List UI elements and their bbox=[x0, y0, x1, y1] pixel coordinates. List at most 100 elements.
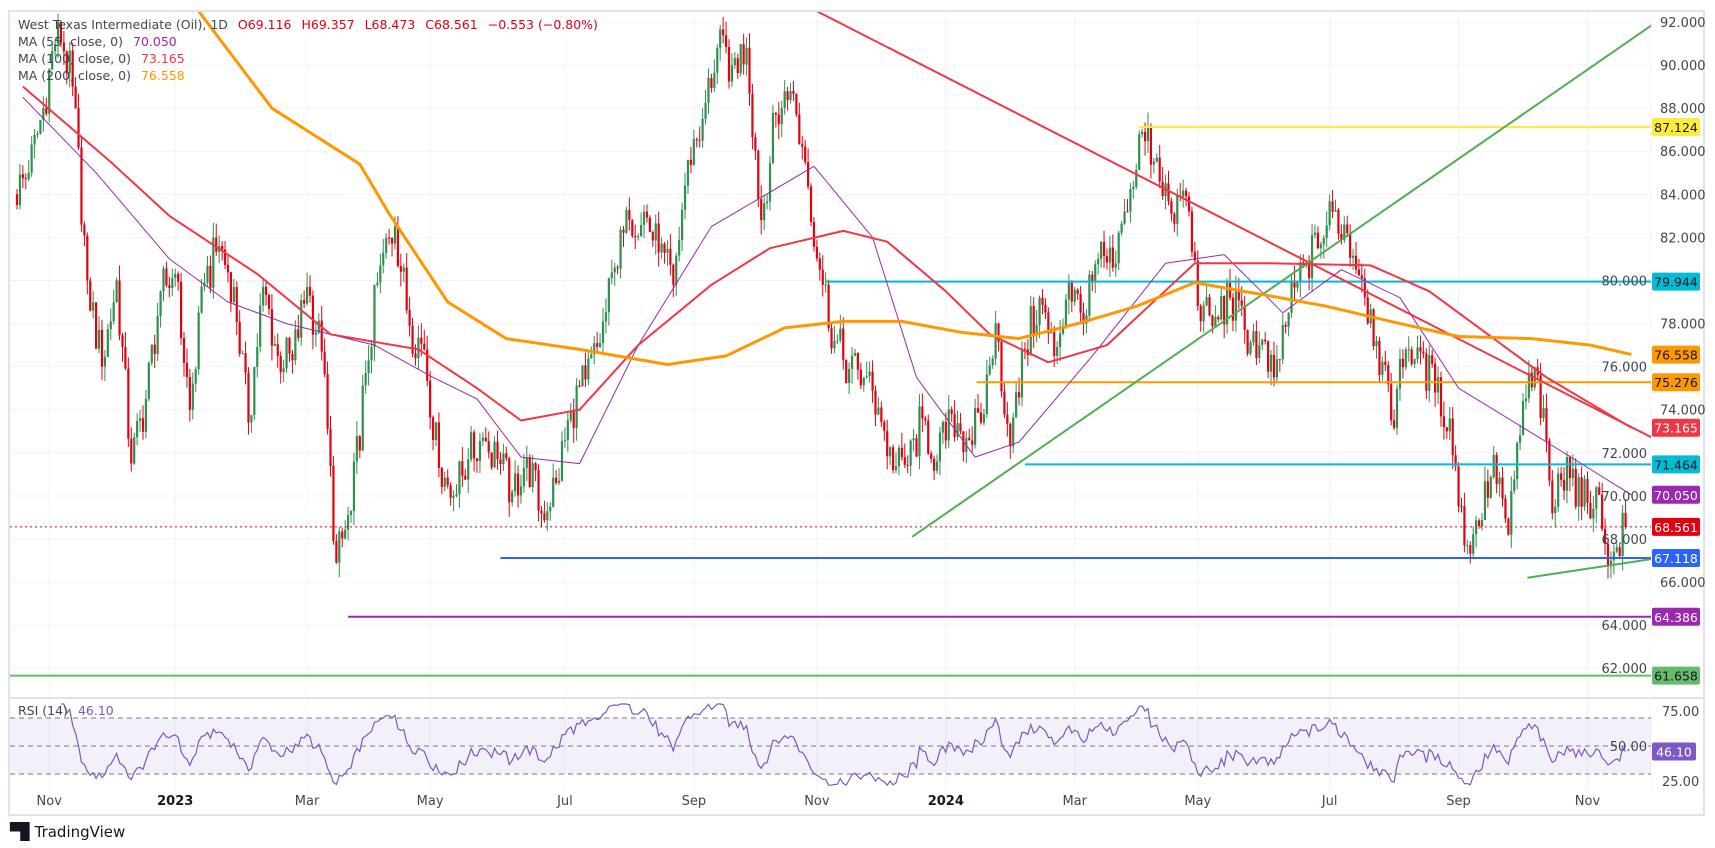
candle-down bbox=[1439, 377, 1443, 417]
candle-up bbox=[1269, 354, 1273, 372]
candle-up bbox=[115, 280, 118, 303]
candle-down bbox=[742, 44, 745, 65]
legend-ma200[interactable]: MA (200, close, 0) 76.558 bbox=[18, 68, 185, 83]
candle-up bbox=[250, 415, 253, 423]
candle-up bbox=[1056, 346, 1059, 356]
candle-up bbox=[344, 529, 347, 539]
candle-up bbox=[938, 432, 942, 462]
candle-up bbox=[1261, 339, 1264, 346]
candle-down bbox=[496, 441, 499, 460]
candle-down bbox=[15, 194, 19, 206]
date-axis-label: May bbox=[417, 794, 444, 809]
candle-up bbox=[546, 511, 549, 521]
candle-up bbox=[27, 172, 30, 180]
ma200-label: MA (200, close, 0) bbox=[18, 68, 131, 83]
candle-down bbox=[1606, 543, 1610, 567]
candle-up bbox=[511, 491, 514, 503]
candle-down bbox=[1603, 528, 1607, 544]
candle-up bbox=[563, 439, 567, 441]
candle-down bbox=[59, 22, 63, 43]
candle-down bbox=[405, 267, 408, 311]
candle-down bbox=[1053, 332, 1056, 356]
candle-up bbox=[713, 72, 716, 89]
candle-up bbox=[1583, 479, 1586, 507]
candle-down bbox=[786, 91, 789, 100]
candle-down bbox=[411, 325, 414, 354]
candle-down bbox=[997, 323, 1000, 342]
symbol-title: West Texas Intermediate (Oil), 1D bbox=[18, 17, 228, 32]
candle-up bbox=[1325, 225, 1328, 239]
price-badge-label: 64.386 bbox=[1654, 610, 1698, 625]
rsi-line bbox=[61, 703, 1627, 787]
candle-down bbox=[1032, 306, 1035, 334]
candle-down bbox=[177, 274, 180, 282]
candle-down bbox=[1003, 391, 1006, 415]
ohlc-close: C68.561 bbox=[425, 17, 478, 32]
candle-down bbox=[1246, 330, 1249, 354]
candle-down bbox=[89, 280, 92, 311]
candle-up bbox=[1050, 332, 1053, 334]
price-badge-73.165 bbox=[1652, 418, 1700, 437]
candle-down bbox=[1316, 232, 1320, 249]
candle-down bbox=[754, 137, 757, 151]
price-badge-87.124 bbox=[1652, 118, 1700, 137]
candle-up bbox=[367, 360, 370, 374]
price-badge-label: 76.558 bbox=[1654, 348, 1698, 363]
candle-down bbox=[971, 440, 974, 445]
candle-up bbox=[889, 447, 892, 457]
candle-up bbox=[1592, 508, 1595, 519]
ohlc-low: L68.473 bbox=[364, 17, 416, 32]
candle-up bbox=[1404, 349, 1407, 368]
candle-down bbox=[1308, 263, 1311, 279]
price-badge-label: 79.944 bbox=[1654, 275, 1698, 290]
candle-up bbox=[402, 267, 405, 272]
candle-down bbox=[508, 458, 511, 503]
candle-up bbox=[30, 144, 33, 173]
candle-down bbox=[127, 368, 130, 439]
candle-down bbox=[429, 380, 432, 418]
candle-down bbox=[528, 457, 531, 488]
candle-down bbox=[1091, 274, 1094, 281]
candle-up bbox=[848, 368, 851, 384]
candle-down bbox=[1589, 502, 1592, 519]
candle-up bbox=[1351, 255, 1355, 258]
candle-down bbox=[628, 210, 631, 221]
candle-down bbox=[672, 264, 675, 285]
candle-down bbox=[399, 265, 402, 272]
legend-ma55[interactable]: MA (55, close, 0) 70.050 bbox=[18, 34, 177, 49]
candle-up bbox=[97, 329, 101, 349]
candle-up bbox=[956, 423, 959, 437]
candle-down bbox=[748, 47, 751, 94]
candle-down bbox=[1457, 466, 1460, 507]
candle-up bbox=[654, 223, 657, 241]
candle-down bbox=[634, 236, 637, 238]
candle-up bbox=[1513, 479, 1516, 492]
candle-up bbox=[1073, 289, 1076, 302]
candle-down bbox=[809, 186, 813, 222]
candle-up bbox=[393, 226, 397, 244]
tradingview-brand[interactable]: ▀▊ TradingView bbox=[10, 822, 125, 841]
candle-down bbox=[1070, 282, 1073, 302]
candle-down bbox=[130, 438, 133, 464]
candle-down bbox=[1264, 339, 1267, 342]
candle-down bbox=[663, 243, 666, 253]
date-axis-label: Sep bbox=[682, 794, 707, 809]
rsi-label: RSI (14) bbox=[18, 703, 68, 718]
candle-down bbox=[1149, 126, 1153, 165]
candle-up bbox=[1067, 282, 1070, 300]
candle-up bbox=[637, 236, 640, 238]
candle-up bbox=[1155, 157, 1158, 162]
legend-rsi[interactable]: RSI (14) 46.10 bbox=[18, 703, 114, 718]
candle-up bbox=[1565, 457, 1569, 491]
candle-down bbox=[927, 420, 930, 454]
price-badge-label: 61.658 bbox=[1654, 669, 1698, 684]
candle-up bbox=[18, 174, 22, 206]
candle-down bbox=[695, 139, 698, 141]
candle-down bbox=[1372, 309, 1375, 347]
candle-down bbox=[1357, 269, 1361, 276]
candle-down bbox=[930, 453, 933, 459]
price-badge-64.386 bbox=[1652, 607, 1700, 626]
candle-up bbox=[522, 467, 525, 487]
legend-ma100[interactable]: MA (100, close, 0) 73.165 bbox=[18, 51, 185, 66]
